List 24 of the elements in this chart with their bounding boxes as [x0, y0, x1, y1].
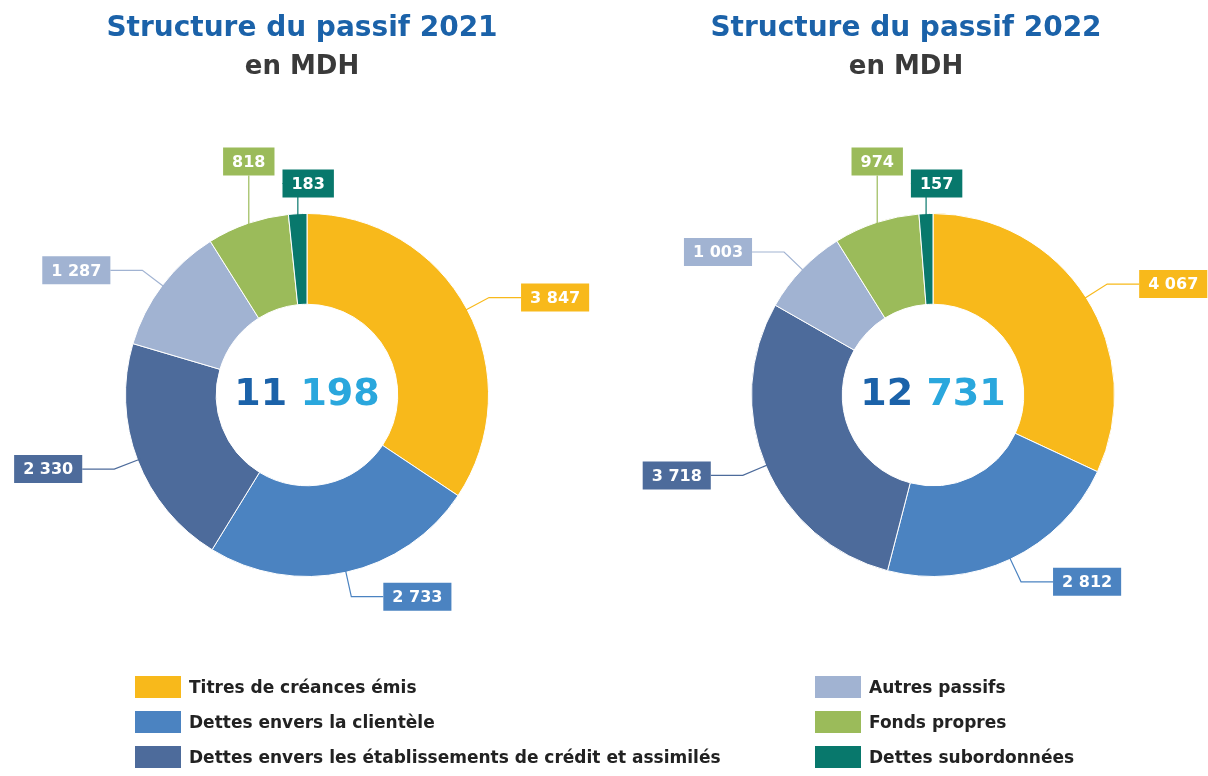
data-label: 974	[860, 151, 894, 171]
legend-label: Fonds propres	[869, 712, 1007, 732]
data-label: 3 718	[651, 465, 702, 485]
legend-label: Dettes envers les établissements de crédit et assimilés	[189, 747, 721, 767]
data-label: 1 287	[51, 260, 102, 280]
chart-title: Structure du passif 2022	[709, 10, 1103, 43]
text: 11 198	[234, 369, 380, 414]
data-label: 183	[291, 173, 325, 193]
legend-label: Autres passifs	[869, 677, 1006, 697]
legend-label: Dettes subordonnées	[869, 747, 1075, 767]
chart-title: Structure du passif 2021	[105, 10, 499, 43]
data-label: 3 847	[530, 287, 581, 307]
data-label: 157	[919, 173, 954, 193]
text: 12 731	[860, 369, 1006, 414]
data-label: 2 330	[23, 459, 74, 479]
legend-label: Titres de créances émis	[189, 677, 417, 697]
data-label: 4 067	[1148, 274, 1199, 294]
data-label: 818	[232, 151, 266, 171]
data-label: 1 003	[692, 242, 744, 262]
legend-label: Dettes envers la clientèle	[189, 712, 435, 732]
chart-subtitle: en MDH	[847, 50, 965, 80]
data-label: 2 733	[392, 586, 443, 606]
chart-subtitle: en MDH	[243, 50, 361, 80]
data-label: 2 812	[1062, 571, 1113, 591]
